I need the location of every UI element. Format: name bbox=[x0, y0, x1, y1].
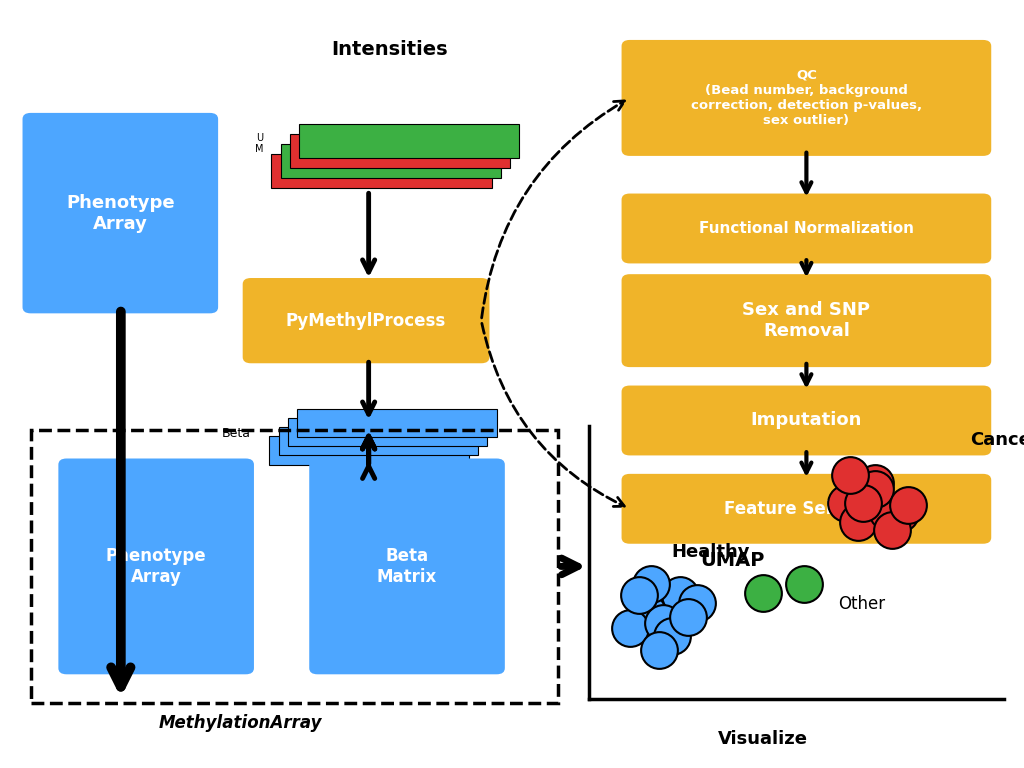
Point bbox=[880, 505, 896, 517]
FancyBboxPatch shape bbox=[243, 278, 489, 363]
Point bbox=[900, 499, 916, 511]
Text: Phenotype
Array: Phenotype Array bbox=[66, 194, 175, 233]
Point bbox=[631, 589, 647, 601]
FancyBboxPatch shape bbox=[622, 386, 991, 455]
FancyBboxPatch shape bbox=[622, 274, 991, 367]
FancyBboxPatch shape bbox=[309, 458, 505, 674]
Text: PyMethylProcess: PyMethylProcess bbox=[286, 312, 446, 329]
Bar bbox=[297, 409, 497, 437]
Point bbox=[672, 589, 688, 601]
Text: Beta
Matrix: Beta Matrix bbox=[377, 547, 437, 586]
Text: Imputation: Imputation bbox=[751, 412, 862, 429]
Text: Functional Normalization: Functional Normalization bbox=[699, 221, 913, 236]
Point bbox=[842, 469, 858, 482]
Point bbox=[655, 617, 672, 629]
Text: MethylationArray: MethylationArray bbox=[159, 714, 323, 733]
Bar bbox=[299, 124, 519, 158]
Point bbox=[866, 478, 883, 490]
Point bbox=[680, 611, 696, 624]
Point bbox=[866, 483, 883, 495]
FancyBboxPatch shape bbox=[23, 113, 218, 313]
Point bbox=[797, 578, 813, 591]
Point bbox=[838, 496, 854, 508]
FancyBboxPatch shape bbox=[622, 194, 991, 263]
Text: U: U bbox=[256, 133, 263, 144]
Text: Healthy: Healthy bbox=[672, 543, 751, 561]
Point bbox=[892, 508, 908, 520]
FancyBboxPatch shape bbox=[622, 40, 991, 156]
Bar bbox=[281, 144, 501, 178]
Bar bbox=[269, 436, 469, 465]
Text: Other: Other bbox=[838, 595, 885, 613]
Point bbox=[884, 524, 900, 536]
FancyBboxPatch shape bbox=[622, 474, 991, 544]
Bar bbox=[31, 430, 558, 703]
Point bbox=[643, 578, 659, 591]
Text: UMAP: UMAP bbox=[700, 551, 764, 570]
Text: Cancer: Cancer bbox=[971, 432, 1024, 449]
Bar bbox=[279, 427, 478, 455]
Point bbox=[651, 644, 668, 656]
Bar bbox=[271, 154, 492, 188]
Point bbox=[622, 622, 639, 634]
Point bbox=[854, 496, 870, 508]
Bar bbox=[290, 134, 510, 168]
Text: Visualize: Visualize bbox=[718, 730, 808, 748]
Text: Feature Selection: Feature Selection bbox=[724, 500, 889, 518]
Bar bbox=[288, 418, 487, 446]
Text: Intensities: Intensities bbox=[331, 41, 447, 59]
Point bbox=[664, 630, 680, 642]
Point bbox=[688, 598, 705, 610]
Text: Phenotype
Array: Phenotype Array bbox=[105, 547, 207, 586]
Text: Beta: Beta bbox=[222, 428, 251, 440]
Text: QC
(Bead number, background
correction, detection p-values,
sex outlier): QC (Bead number, background correction, … bbox=[691, 69, 922, 127]
Point bbox=[639, 605, 655, 617]
Text: M: M bbox=[255, 144, 263, 154]
Text: Sex and SNP
Removal: Sex and SNP Removal bbox=[742, 301, 870, 340]
Point bbox=[858, 485, 874, 498]
FancyBboxPatch shape bbox=[58, 458, 254, 674]
Point bbox=[755, 587, 771, 599]
Point bbox=[850, 515, 866, 528]
